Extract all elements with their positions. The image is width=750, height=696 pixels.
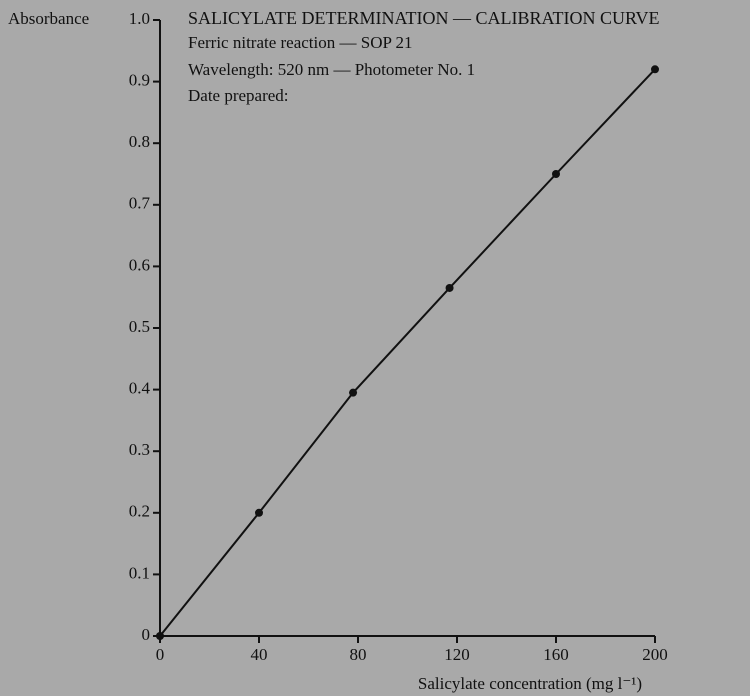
data-point [349,388,358,397]
y-axis-label: Absorbance [8,9,89,28]
x-tick-label: 80 [350,645,367,664]
y-tick-label: 0.6 [129,255,150,274]
x-tick-label: 200 [642,645,668,664]
y-tick-label: 0.2 [129,502,150,521]
subtitle: Wavelength: 520 nm — Photometer No. 1 [188,60,475,79]
y-tick-label: 0.5 [129,317,150,336]
data-line [159,68,656,637]
chart-title: SALICYLATE DETERMINATION — CALIBRATION C… [188,8,660,28]
x-axis-label: Salicylate concentration (mg l⁻¹) [418,674,642,693]
x-tick-label: 160 [543,645,569,664]
data-point [255,508,263,517]
data-point [445,283,454,292]
y-tick-label: 0.3 [129,440,150,459]
y-tick-label: 0.8 [129,132,150,151]
data-point [156,632,164,640]
y-tick-label: 0.7 [129,194,151,213]
data-point [651,65,659,74]
x-tick-label: 120 [444,645,470,664]
y-tick-label: 0 [142,625,151,644]
x-tick-label: 40 [251,645,268,664]
y-tick-label: 0.4 [129,379,151,398]
y-tick-label: 0.1 [129,563,150,582]
y-tick-label: 1.0 [129,9,150,28]
data-point [552,170,560,178]
x-tick-label: 0 [156,645,165,664]
subtitle: Date prepared: [188,86,289,105]
y-tick-label: 0.9 [129,71,150,90]
subtitle: Ferric nitrate reaction — SOP 21 [188,33,413,52]
